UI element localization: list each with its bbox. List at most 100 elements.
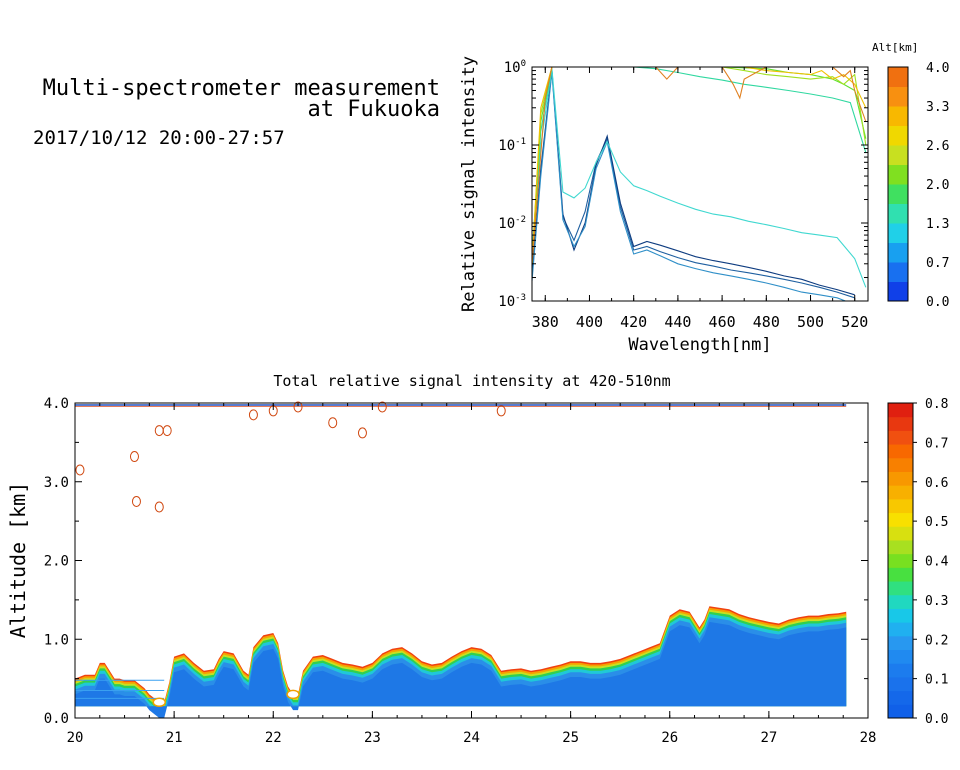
layer-gap [152, 697, 167, 707]
colorbar-tick-label: 2.6 [926, 139, 949, 154]
y-tick-label: 100 [504, 59, 526, 76]
colorbar-swatch [888, 526, 913, 541]
x-tick-label: 400 [576, 313, 603, 331]
cloud-layer [75, 606, 847, 718]
x-tick-label: 28 [860, 730, 877, 746]
colorbar-tick-label: 1.3 [926, 217, 949, 232]
colorbar-swatch [888, 416, 913, 431]
spectrum-line-5 [532, 67, 867, 255]
colorbar-swatch [888, 485, 913, 500]
spectrum-lines [532, 67, 867, 301]
intensity-colorbar: 0.0 0.1 0.2 0.3 0.4 0.5 0.6 0.7 0.8 [887, 397, 949, 727]
page-title-line2: at Fukuoka [307, 97, 440, 122]
colorbar-tick-label: 0.7 [925, 436, 948, 451]
y-axis-label: Relative signal intensity [459, 56, 479, 312]
x-axis-label: Wavelength[nm] [628, 335, 771, 355]
colorbar-swatch [888, 471, 913, 486]
colorbar-swatch [888, 539, 913, 555]
colorbar-swatch [888, 242, 908, 263]
colorbar-tick-label: 0.3 [925, 594, 948, 609]
x-tick-label: 420 [620, 313, 647, 331]
colorbar-swatch [888, 403, 913, 418]
spectrum-line-6 [532, 67, 867, 264]
colorbar-swatch [888, 690, 913, 705]
heatmap-title: Total relative signal intensity at 420-5… [273, 372, 670, 390]
x-tick-label: 460 [709, 313, 736, 331]
y-tick-label: 10-2 [498, 215, 526, 232]
colorbar-swatch [888, 86, 908, 107]
colorbar-swatch [888, 457, 913, 472]
colorbar-label: Alt[km] [872, 41, 918, 54]
colorbar-swatch [888, 430, 913, 445]
colorbar-swatch [888, 184, 908, 204]
spectrum-line-7 [532, 67, 867, 264]
colorbar-swatch [888, 663, 913, 678]
altitude-colorbar: 0.0 0.7 1.3 2.0 2.6 3.3 4.0 [887, 61, 949, 310]
y-tick-label: 0.0 [44, 711, 69, 727]
x-tick-label: 520 [841, 313, 868, 331]
upper-contour [154, 501, 164, 513]
x-tick-label: 27 [760, 730, 777, 746]
colorbar-frame [887, 66, 909, 302]
x-tick-label: 24 [463, 730, 480, 746]
spectrum-line-9 [532, 67, 867, 264]
colorbar-swatch [888, 444, 913, 459]
y-tick-label: 1.0 [44, 632, 69, 648]
colorbar-swatch [888, 594, 913, 609]
measurement-date: 2017/10/12 20:00-27:57 [33, 127, 285, 149]
colorbar-swatch [888, 106, 908, 126]
x-tick-label: 23 [364, 730, 381, 746]
upper-contour [75, 464, 85, 476]
y-tick-label: 10-3 [498, 293, 526, 310]
colorbar-swatch [888, 145, 908, 165]
y-tick-label: 2.0 [44, 554, 69, 570]
y-tick-label: 3.0 [44, 475, 69, 491]
colorbar-tick-label: 0.7 [926, 256, 949, 271]
x-tick-label: 440 [664, 313, 691, 331]
spectrum-line-8 [532, 67, 867, 264]
upper-contour [377, 401, 387, 413]
colorbar-tick-label: 0.2 [925, 633, 948, 648]
colorbar-tick-label: 0.4 [925, 555, 949, 570]
colorbar-swatch [888, 164, 908, 185]
upper-contour [131, 495, 141, 507]
colorbar-swatch [888, 649, 913, 664]
colorbar-swatch [888, 704, 913, 719]
x-tick-label: 500 [797, 313, 824, 331]
colorbar-swatch [888, 67, 908, 87]
colorbar-swatch [888, 203, 908, 224]
altitude-axis-label: Altitude [km] [6, 482, 30, 639]
x-tick-label: 26 [661, 730, 678, 746]
spectrum-plot: 380 400 420 440 460 480 500 520 10-3 10-2 10-1 100 [498, 59, 869, 331]
colorbar-tick-label: 4.0 [926, 61, 949, 76]
x-tick-label: 25 [562, 730, 579, 746]
layer-gap [286, 689, 300, 700]
x-tick-label: 22 [265, 730, 282, 746]
page-title-line1: Multi-spectrometer measurement [42, 76, 440, 101]
upper-contour [357, 427, 367, 439]
upper-contour [328, 417, 338, 429]
colorbar-swatch [888, 567, 913, 582]
upper-contour [248, 409, 258, 421]
upper-contour [154, 425, 164, 437]
x-tick-label: 480 [753, 313, 780, 331]
upper-contour [162, 425, 172, 437]
heatmap-plot: 20 21 22 23 24 25 26 27 28 0.0 1.0 2.0 3.0 4.0 [44, 396, 877, 746]
colorbar-tick-label: 3.3 [926, 100, 949, 115]
colorbar-tick-label: 0.0 [925, 712, 948, 727]
x-tick-label: 20 [67, 730, 84, 746]
colorbar-tick-label: 0.1 [925, 673, 948, 688]
colorbar-swatch [888, 581, 913, 596]
upper-contour [496, 405, 506, 417]
upper-contour [129, 451, 139, 463]
x-tick-label: 21 [166, 730, 183, 746]
colorbar-swatch [888, 223, 908, 243]
colorbar-swatch [888, 262, 908, 282]
colorbar-swatch [888, 281, 908, 302]
upper-contour [293, 401, 303, 413]
colorbar-swatch [888, 622, 913, 637]
colorbar-tick-label: 0.0 [926, 295, 949, 310]
colorbar-tick-label: 0.8 [925, 397, 948, 412]
colorbar-tick-label: 0.5 [925, 515, 948, 530]
